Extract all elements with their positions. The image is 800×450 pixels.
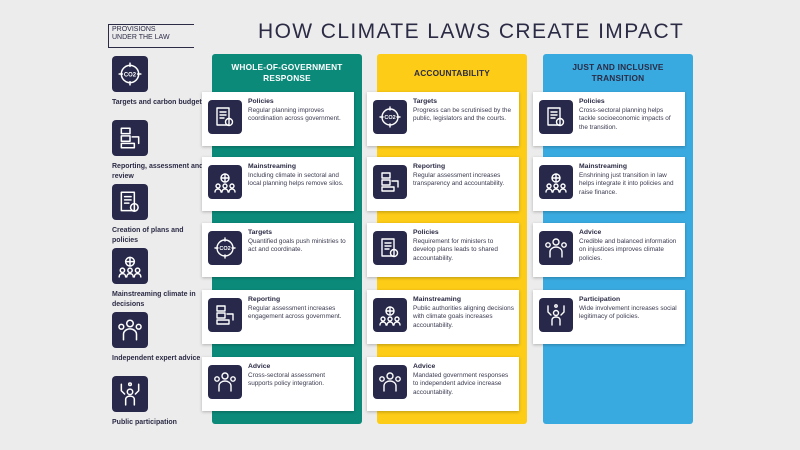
report-icon — [373, 165, 407, 199]
impact-card: Mainstreaming Enshrining just transition … — [533, 157, 685, 211]
column-heading: JUST AND INCLUSIVE TRANSITION — [572, 62, 664, 83]
co2-target-icon: CO2 — [208, 231, 242, 265]
impact-card: Reporting Regular assessment increases tr… — [367, 157, 519, 211]
svg-text:CO2: CO2 — [219, 246, 230, 252]
card-title: Reporting — [248, 296, 281, 303]
card-title: Mainstreaming — [579, 163, 627, 170]
impact-card: CO2 Targets Progress can be scrutinised by… — [367, 92, 519, 146]
people-globe-icon — [539, 165, 573, 199]
advisor-icon — [539, 231, 573, 265]
raised-hands-icon — [112, 376, 148, 412]
card-title: Targets — [413, 98, 438, 105]
svg-text:CO2: CO2 — [124, 72, 137, 78]
impact-card: Advice Cross-sectoral assessment supports… — [202, 357, 354, 411]
provisions-heading-line2: UNDER THE LAW — [112, 34, 170, 42]
advisor-icon — [112, 312, 148, 348]
card-body: Requirement for ministers to develop pla… — [413, 237, 498, 262]
card-title: Advice — [579, 229, 602, 236]
document-icon — [112, 184, 148, 220]
card-body: Progress can be scrutinised by the publi… — [413, 106, 512, 123]
card-body: Enshrining just transition in law helps … — [579, 171, 674, 196]
column-transition: JUST AND INCLUSIVE TRANSITION Policies Cro… — [533, 54, 693, 424]
provision-item: Public participation — [112, 376, 212, 428]
card-title: Policies — [248, 98, 274, 105]
column-government: WHOLE-OF-GOVERNMENT RESPONSE Policies Regu… — [202, 54, 362, 424]
card-body: Wide involvement increases social legiti… — [579, 304, 677, 321]
card-title: Policies — [579, 98, 605, 105]
provision-item: Mainstreaming climate in decisions — [112, 248, 212, 310]
card-body: Credible and balanced information on inj… — [579, 237, 677, 262]
card-body: Cross-sectoral assessment supports polic… — [248, 371, 326, 388]
advisor-icon — [373, 365, 407, 399]
impact-card: Mainstreaming Public authorities aligning… — [367, 290, 519, 344]
document-icon — [373, 231, 407, 265]
card-title: Mainstreaming — [248, 163, 296, 170]
provision-label: Public participation — [112, 419, 177, 426]
card-title: Participation — [579, 296, 621, 303]
card-body: Cross-sectoral planning helps tackle soc… — [579, 106, 671, 131]
impact-card: Advice Mandated government responses to i… — [367, 357, 519, 411]
card-body: Mandated government responses to indepen… — [413, 371, 509, 396]
impact-card: Policies Cross-sectoral planning helps ta… — [533, 92, 685, 146]
card-title: Targets — [248, 229, 273, 236]
impact-card: Policies Requirement for ministers to dev… — [367, 223, 519, 277]
provision-item: Creation of plans and policies — [112, 184, 212, 246]
column-heading: ACCOUNTABILITY — [414, 67, 490, 78]
provision-label: Creation of plans and policies — [112, 227, 184, 245]
provision-label: Independent expert advice — [112, 355, 201, 362]
page-title: HOW CLIMATE LAWS CREATE IMPACT — [258, 20, 685, 43]
report-icon — [208, 298, 242, 332]
co2-target-icon: CO2 — [373, 100, 407, 134]
impact-card: CO2 Targets Quantified goals push ministri… — [202, 223, 354, 277]
svg-text:CO2: CO2 — [384, 115, 395, 121]
provision-item: Reporting, assessment and review — [112, 120, 212, 182]
provision-label: Targets and carbon budgets — [112, 99, 206, 106]
card-body: Regular planning improves coordination a… — [248, 106, 341, 123]
raised-hands-icon — [539, 298, 573, 332]
card-body: Public authorities aligning decisions wi… — [413, 304, 514, 329]
people-globe-icon — [208, 165, 242, 199]
card-body: Regular assessment increases engagement … — [248, 304, 342, 321]
impact-card: Participation Wide involvement increases … — [533, 290, 685, 344]
card-title: Mainstreaming — [413, 296, 461, 303]
card-title: Policies — [413, 229, 439, 236]
provisions-heading: PROVISIONS UNDER THE LAW — [108, 24, 194, 48]
impact-card: Reporting Regular assessment increases en… — [202, 290, 354, 344]
document-icon — [208, 100, 242, 134]
card-title: Advice — [248, 363, 271, 370]
column-heading: WHOLE-OF-GOVERNMENT RESPONSE — [231, 62, 343, 83]
card-body: Regular assessment increases transparenc… — [413, 171, 505, 188]
impact-card: Advice Credible and balanced information … — [533, 223, 685, 277]
card-title: Advice — [413, 363, 436, 370]
provision-label: Mainstreaming climate in decisions — [112, 291, 196, 309]
column-accountability: ACCOUNTABILITY CO2 Targets Progress can be … — [367, 54, 527, 424]
advisor-icon — [208, 365, 242, 399]
impact-card: Policies Regular planning improves coordi… — [202, 92, 354, 146]
document-icon — [539, 100, 573, 134]
card-title: Reporting — [413, 163, 446, 170]
provision-item: Independent expert advice — [112, 312, 212, 364]
impact-card: Mainstreaming Including climate in sector… — [202, 157, 354, 211]
provisions-heading-line1: PROVISIONS — [112, 26, 156, 33]
card-body: Including climate in sectoral and local … — [248, 171, 344, 188]
co2-target-icon: CO2 — [112, 56, 148, 92]
people-globe-icon — [112, 248, 148, 284]
provision-item: CO2 Targets and carbon budgets — [112, 56, 212, 108]
report-icon — [112, 120, 148, 156]
provision-label: Reporting, assessment and review — [112, 163, 204, 181]
card-body: Quantified goals push ministries to act … — [248, 237, 346, 254]
people-globe-icon — [373, 298, 407, 332]
